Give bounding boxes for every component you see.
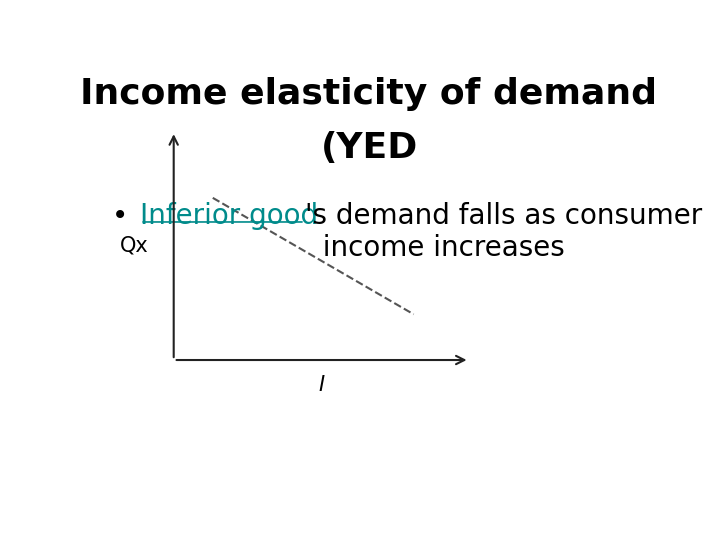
Text: Inferior good: Inferior good [140, 202, 318, 230]
Text: •: • [112, 202, 129, 230]
Text: (YED: (YED [320, 131, 418, 165]
Text: Income elasticity of demand: Income elasticity of demand [81, 77, 657, 111]
Text: 's demand falls as consumer
  income increases: 's demand falls as consumer income incre… [305, 202, 702, 262]
Text: Qx: Qx [120, 235, 149, 255]
Text: I: I [318, 375, 325, 395]
